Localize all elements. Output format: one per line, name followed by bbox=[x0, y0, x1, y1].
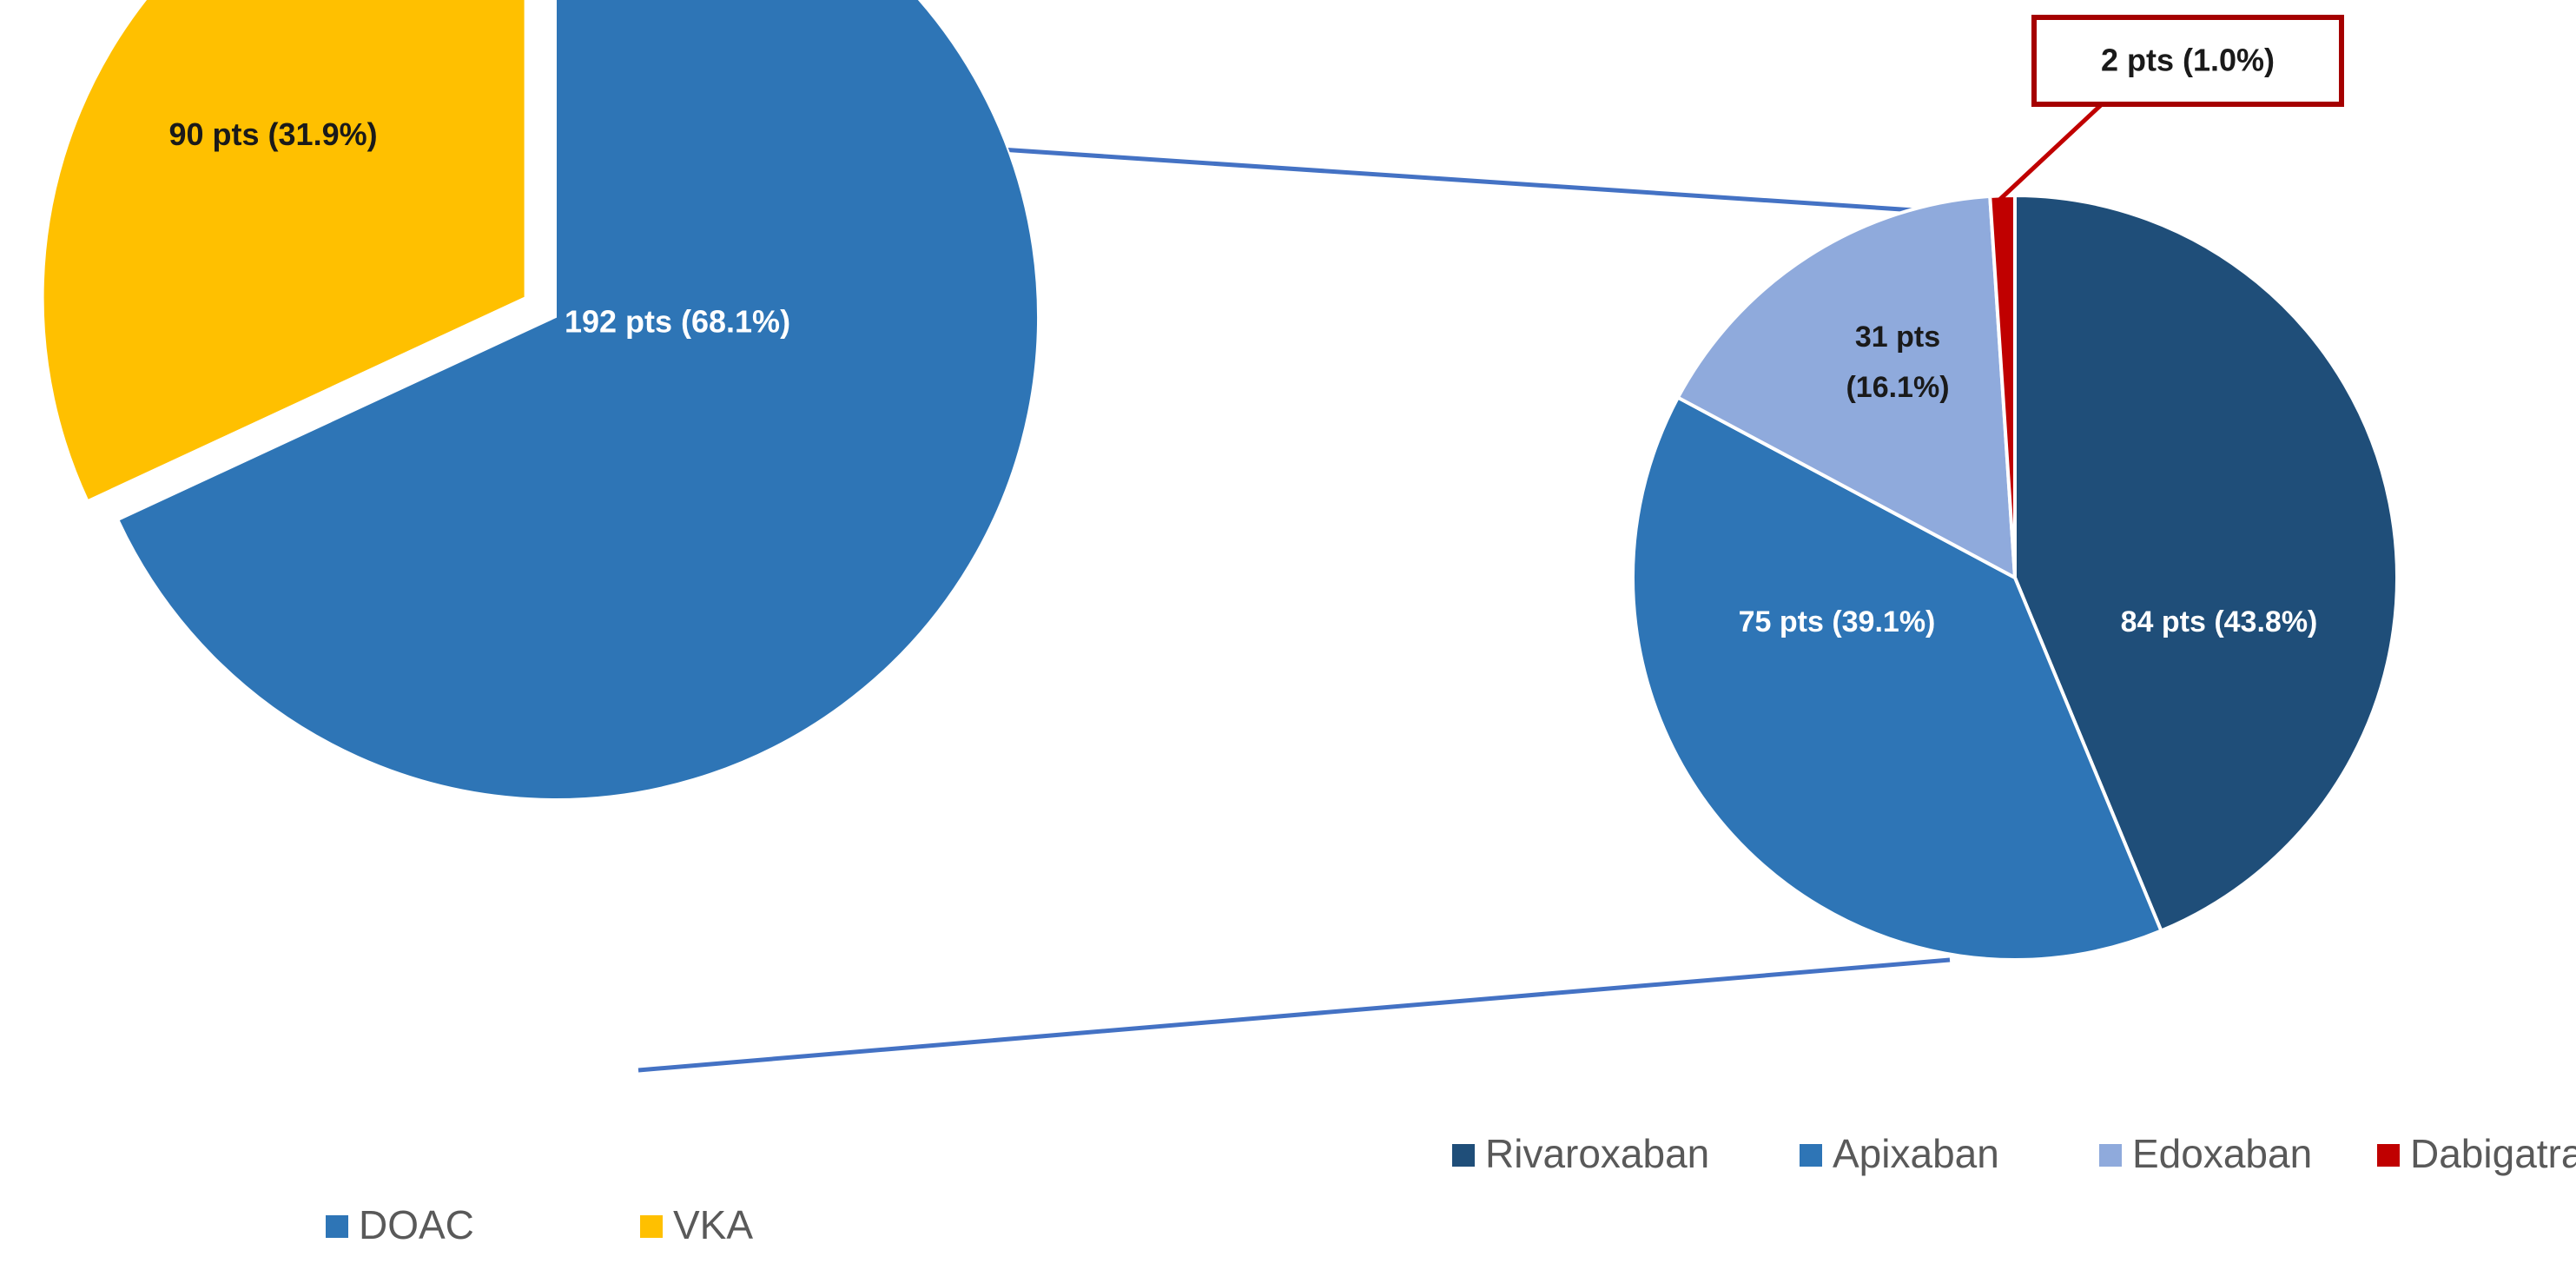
apixaban-data-label: 75 pts (39.1%) bbox=[1739, 605, 1936, 638]
apixaban-legend-swatch bbox=[1800, 1144, 1822, 1167]
dabigatran-legend-swatch bbox=[2377, 1144, 2400, 1167]
edoxaban-legend-label: Edoxaban bbox=[2132, 1131, 2312, 1176]
rivaroxaban-slice bbox=[2013, 193, 2400, 934]
main-pie: 192 pts (68.1%) 90 pts (31.9%) bbox=[42, 0, 1039, 800]
callout-box bbox=[2031, 15, 2344, 107]
doac-legend-swatch bbox=[326, 1215, 348, 1238]
dabigatran-data-label: 2 pts (1.0%) bbox=[2101, 43, 2275, 78]
main-legend: DOAC VKA bbox=[326, 1202, 753, 1247]
apixaban-slice bbox=[1631, 394, 2163, 962]
doac-slice bbox=[117, 0, 1039, 800]
edoxaban-slice bbox=[1675, 194, 2018, 581]
apixaban-legend-label: Apixaban bbox=[1833, 1131, 1999, 1176]
edoxaban-data-label: 31 pts (16.1%) bbox=[1846, 321, 1949, 404]
rivaroxaban-legend-swatch bbox=[1452, 1144, 1475, 1167]
callout-leader-line bbox=[1996, 103, 2104, 203]
rivaroxaban-legend-label: Rivaroxaban bbox=[1485, 1131, 1709, 1176]
rivaroxaban-data-label: 84 pts (43.8%) bbox=[2121, 605, 2318, 638]
doac-legend-label: DOAC bbox=[359, 1202, 474, 1247]
connector-line-bottom bbox=[637, 957, 1951, 1073]
breakdown-legend: Rivaroxaban Apixaban Edoxaban Dabigatran bbox=[1452, 1131, 2576, 1176]
breakdown-pie: 84 pts (43.8%) 75 pts (39.1%) 31 pts (16.1%… bbox=[1631, 193, 2400, 962]
vka-legend-swatch bbox=[640, 1215, 663, 1238]
dabigatran-legend-label: Dabigatran bbox=[2410, 1131, 2576, 1176]
doac-data-label: 192 pts (68.1%) bbox=[565, 304, 790, 340]
vka-legend-label: VKA bbox=[673, 1202, 753, 1247]
vka-slice bbox=[42, 0, 526, 502]
vka-data-label: 90 pts (31.9%) bbox=[169, 116, 378, 152]
dabigatran-callout: 2 pts (1.0%) bbox=[1996, 15, 2344, 203]
edoxaban-legend-swatch bbox=[2099, 1144, 2122, 1167]
